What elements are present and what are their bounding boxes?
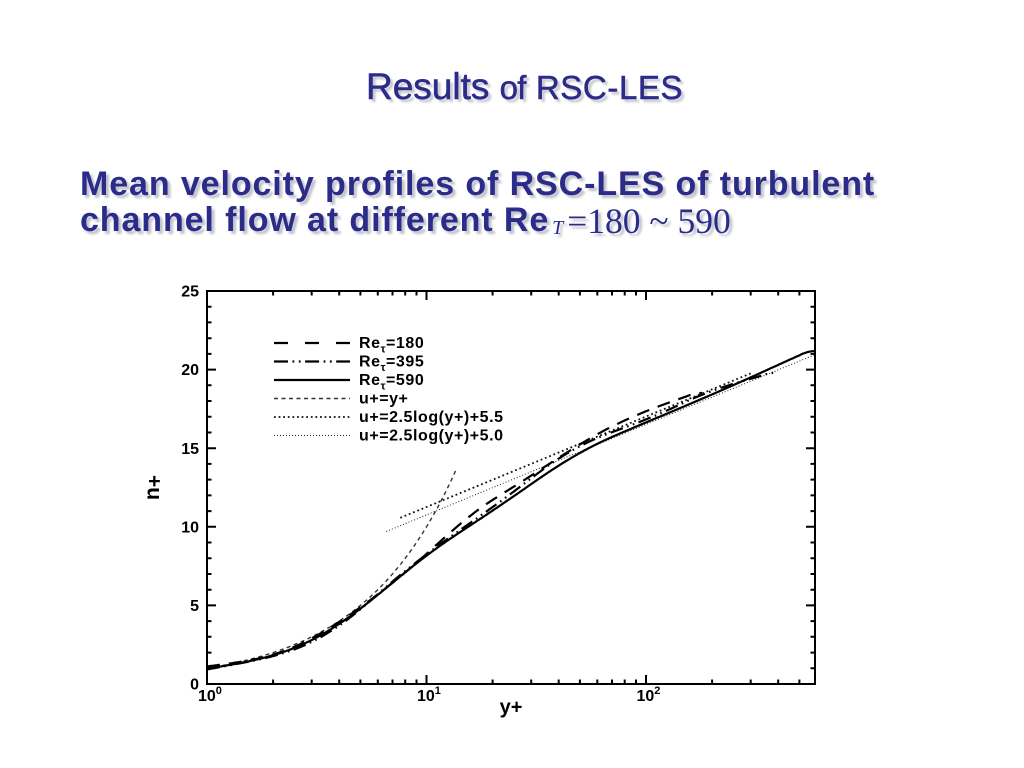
svg-text:10: 10	[181, 519, 199, 536]
svg-text:100: 100	[198, 685, 222, 705]
svg-text:Reτ=590: Reτ=590	[359, 372, 424, 393]
svg-text:25: 25	[181, 284, 199, 301]
svg-text:Reτ=395: Reτ=395	[359, 354, 424, 375]
svg-text:0: 0	[190, 677, 199, 694]
svg-text:y+: y+	[500, 697, 523, 719]
svg-text:15: 15	[181, 441, 199, 458]
svg-text:101: 101	[417, 685, 441, 705]
svg-text:Reτ=180: Reτ=180	[359, 335, 424, 356]
svg-text:u+=2.5log(y+)+5.5: u+=2.5log(y+)+5.5	[359, 409, 504, 426]
svg-text:5: 5	[190, 598, 199, 615]
svg-text:20: 20	[181, 362, 199, 379]
svg-text:+u: +u	[143, 475, 166, 500]
svg-text:u+=2.5log(y+)+5.0: u+=2.5log(y+)+5.0	[359, 428, 504, 445]
svg-text:u+=y+: u+=y+	[359, 391, 408, 408]
svg-text:102: 102	[637, 685, 661, 705]
